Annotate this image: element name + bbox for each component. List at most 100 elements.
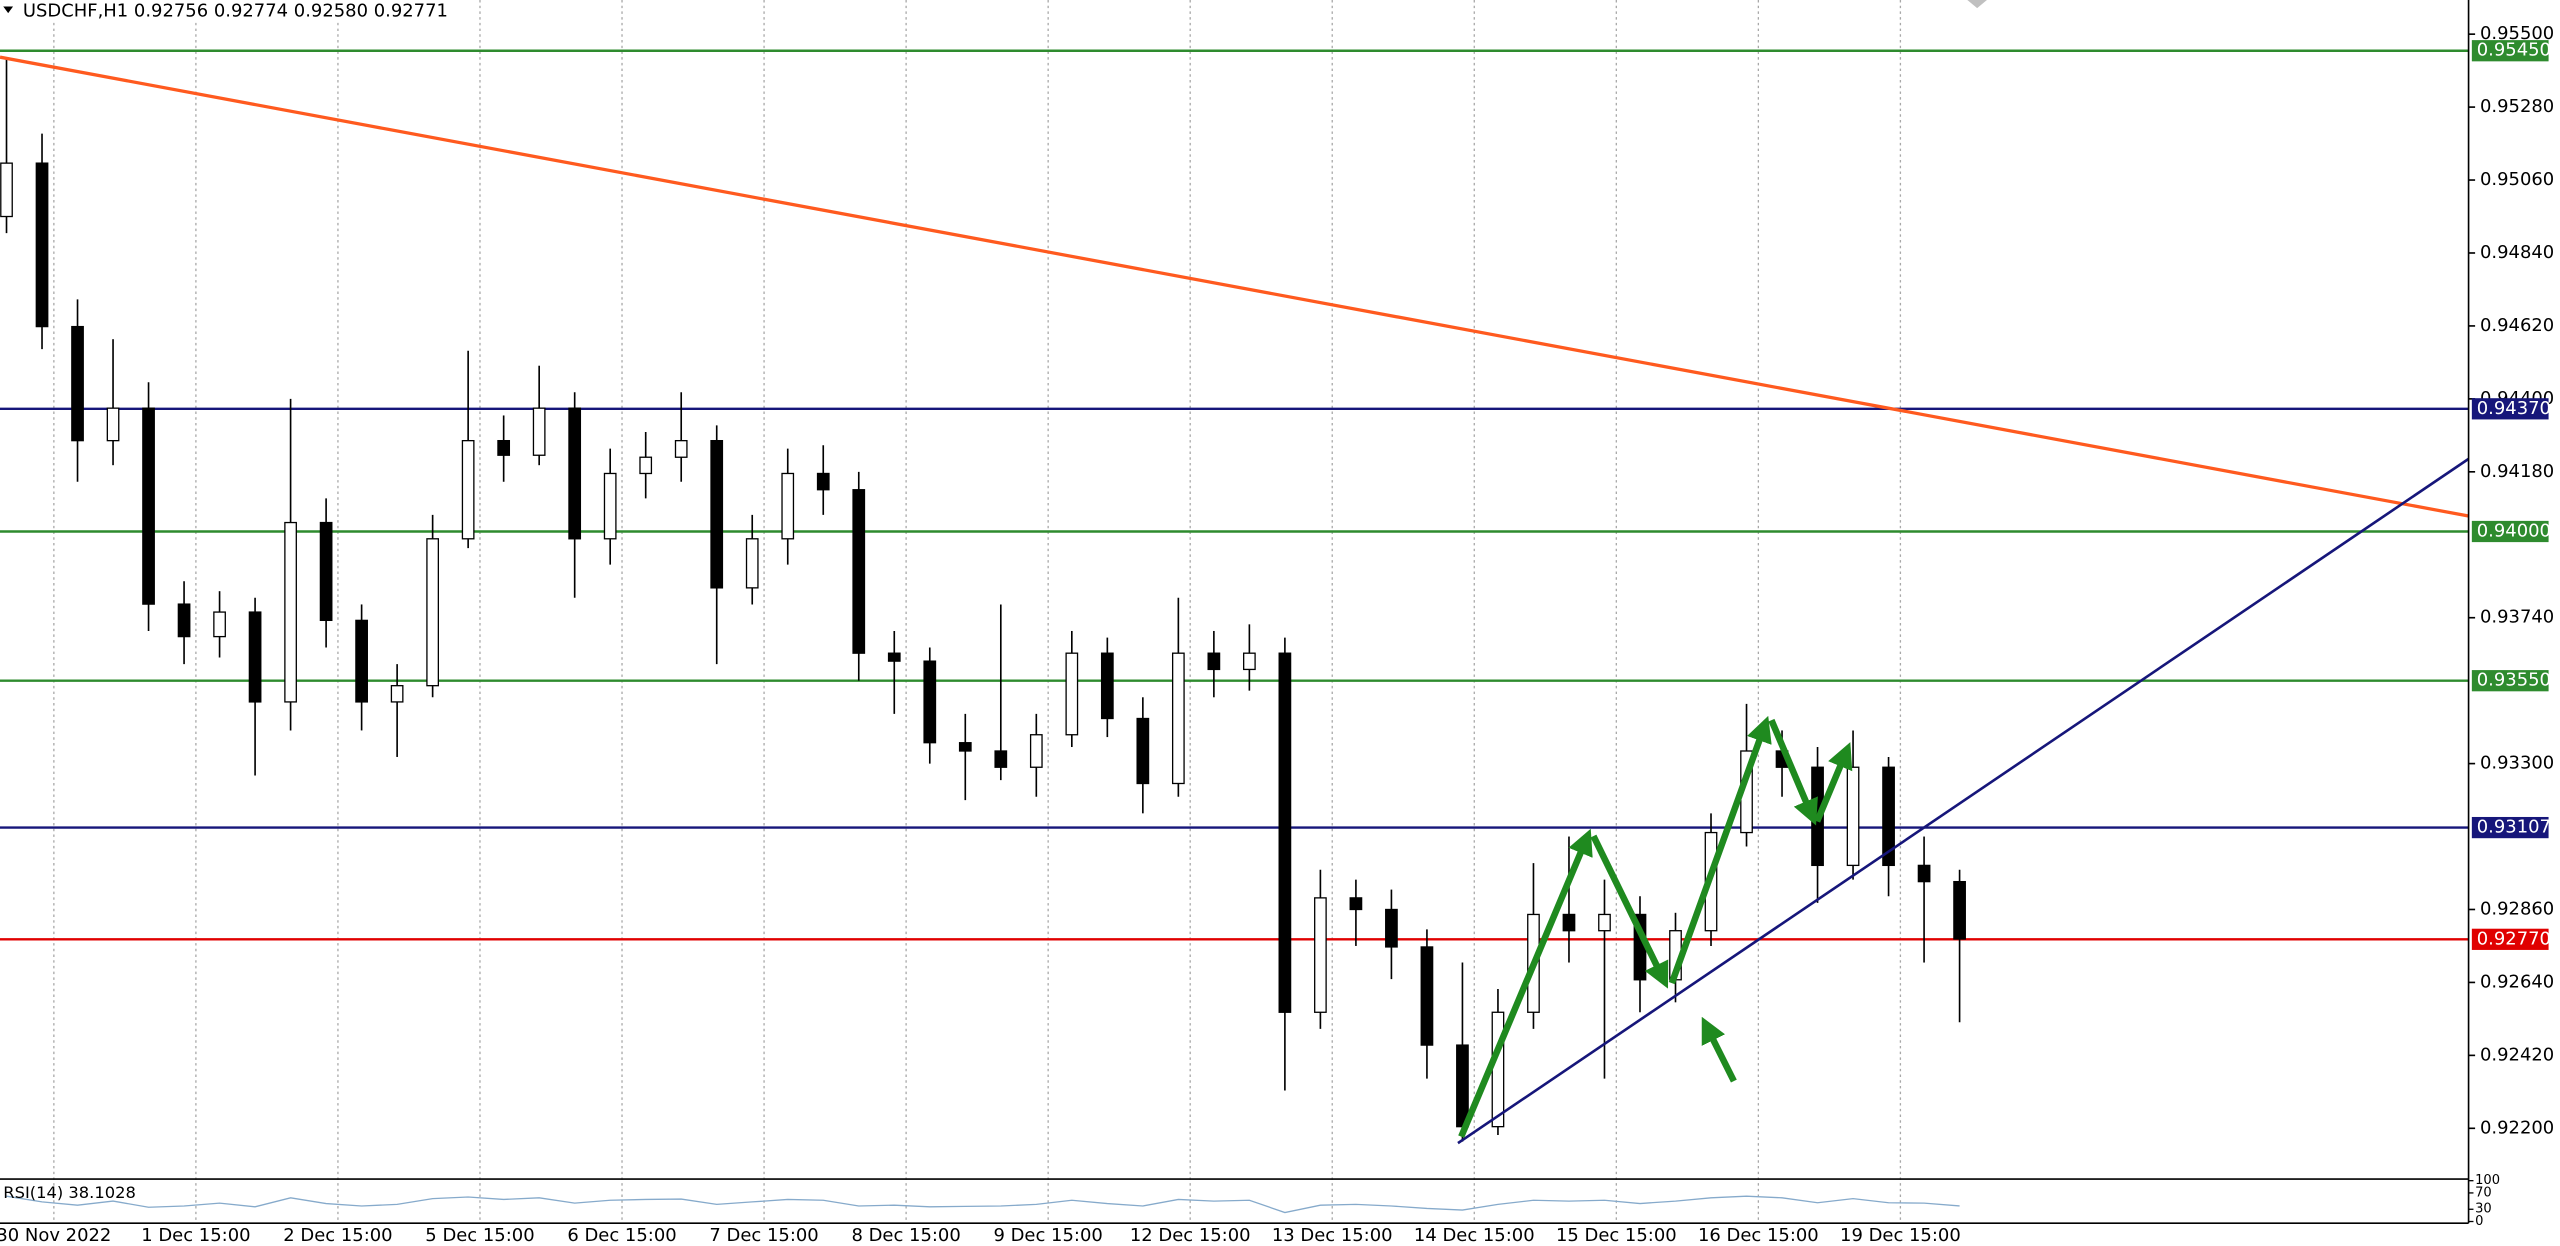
candle-body [1243,652,1256,671]
candle-body [1598,913,1611,932]
candle-body [568,407,582,540]
candle-body [1491,1011,1505,1128]
candle-body [923,660,937,744]
candle-body [1171,652,1185,785]
x-tick-label: 2 Dec 15:00 [283,1225,392,1246]
candle-body [213,611,226,638]
candle-body [319,521,333,622]
candle-body [745,538,759,589]
candle-body [35,162,49,328]
wave-arrows [1458,715,1853,1138]
pointer-arrow [1701,1016,1737,1083]
y-tick-label: 0.92640 [2480,971,2554,992]
y-tick-label: 0.94620 [2480,315,2554,336]
level-price-box [2471,928,2549,950]
candle-body [1349,897,1363,911]
y-tick-label: 0.93740 [2480,607,2554,628]
y-tick-label: 0.94840 [2480,242,2554,263]
x-tick-label: 5 Dec 15:00 [425,1225,534,1246]
candle-body [816,472,830,491]
candle-body [1420,946,1434,1046]
candle-body [532,407,546,456]
candle-body [106,407,120,442]
y-tick-label: 0.94180 [2480,461,2554,482]
candle-body [390,685,404,703]
candle-body [1385,908,1398,948]
title-background [0,0,400,22]
rsi-y-tick-label: 70 [2475,1185,2492,1200]
candle-body [355,619,368,703]
candle-body [1917,864,1931,883]
level-price-box [2471,816,2549,839]
candle-body [0,162,13,218]
y-tick-label: 0.95280 [2480,96,2554,117]
x-tick-label: 14 Dec 15:00 [1414,1225,1535,1246]
candle-body [603,472,617,540]
x-tick-label: 15 Dec 15:00 [1556,1225,1677,1246]
wave-arrow [1668,715,1772,985]
candle-body [1882,766,1895,867]
x-tick-label: 6 Dec 15:00 [567,1225,676,1246]
y-tick-label: 0.92420 [2480,1044,2554,1065]
x-tick-label: 12 Dec 15:00 [1130,1225,1251,1246]
candle-body [284,521,297,703]
level-price-label: 0.93550 [2477,670,2551,691]
x-tick-label: 7 Dec 15:00 [709,1225,818,1246]
candle-body [710,439,724,589]
candle-body [142,407,155,605]
candle-body [177,603,191,638]
level-price-label: 0.94000 [2477,520,2551,541]
y-tick-label: 0.95060 [2480,169,2554,190]
x-tick-label: 9 Dec 15:00 [993,1225,1102,1246]
wave-arrow [1458,828,1593,1138]
x-tick-label: 8 Dec 15:00 [851,1225,960,1246]
rsi-line [6,1195,1960,1214]
candle-body [887,652,901,662]
level-price-label: 0.92770 [2477,928,2551,949]
candle-body [1314,897,1327,1013]
level-price-box [2471,40,2549,62]
level-price-box [2471,520,2549,543]
candle-body [426,538,440,687]
candle-body [994,750,1008,768]
candle-body [639,456,653,475]
candle-body [674,439,688,458]
rsi-y-tick-label: 0 [2475,1214,2483,1229]
x-tick-label: 13 Dec 15:00 [1272,1225,1393,1246]
chart-title: USDCHF,H1 0.92756 0.92774 0.92580 0.9277… [23,0,448,21]
rsi-y-tick-label: 30 [2475,1202,2492,1217]
support-trendline [1457,457,2470,1145]
candle-body [1278,652,1292,1013]
rsi-y-tick-label: 100 [2475,1173,2500,1188]
candle-body [1100,652,1114,720]
candle-body [781,472,795,540]
level-price-label: 0.95450 [2477,40,2551,61]
candle-body [852,489,866,654]
level-price-box [2471,398,2549,420]
candle-body [1065,652,1079,736]
candle-body [497,439,511,456]
candle-body [958,742,972,752]
x-tick-label: 19 Dec 15:00 [1840,1225,1961,1246]
level-price-box [2471,670,2549,692]
level-price-label: 0.93107 [2477,817,2551,838]
y-tick-label: 0.92860 [2480,898,2554,919]
candle-body [1846,766,1860,867]
candle-body [1136,717,1150,785]
menu-triangle[interactable] [3,6,14,14]
candle-body [461,439,475,540]
x-tick-label: 1 Dec 15:00 [141,1225,250,1246]
candle-body [1562,913,1576,932]
level-price-label: 0.94370 [2477,398,2551,419]
y-tick-label: 0.93300 [2480,753,2554,774]
x-tick-label: 16 Dec 15:00 [1698,1225,1819,1246]
wave-arrow [1814,742,1853,823]
candle-body [1456,1044,1469,1128]
candle-body [71,325,84,442]
candle-body [1953,880,1966,940]
shift-marker [1967,0,1987,9]
